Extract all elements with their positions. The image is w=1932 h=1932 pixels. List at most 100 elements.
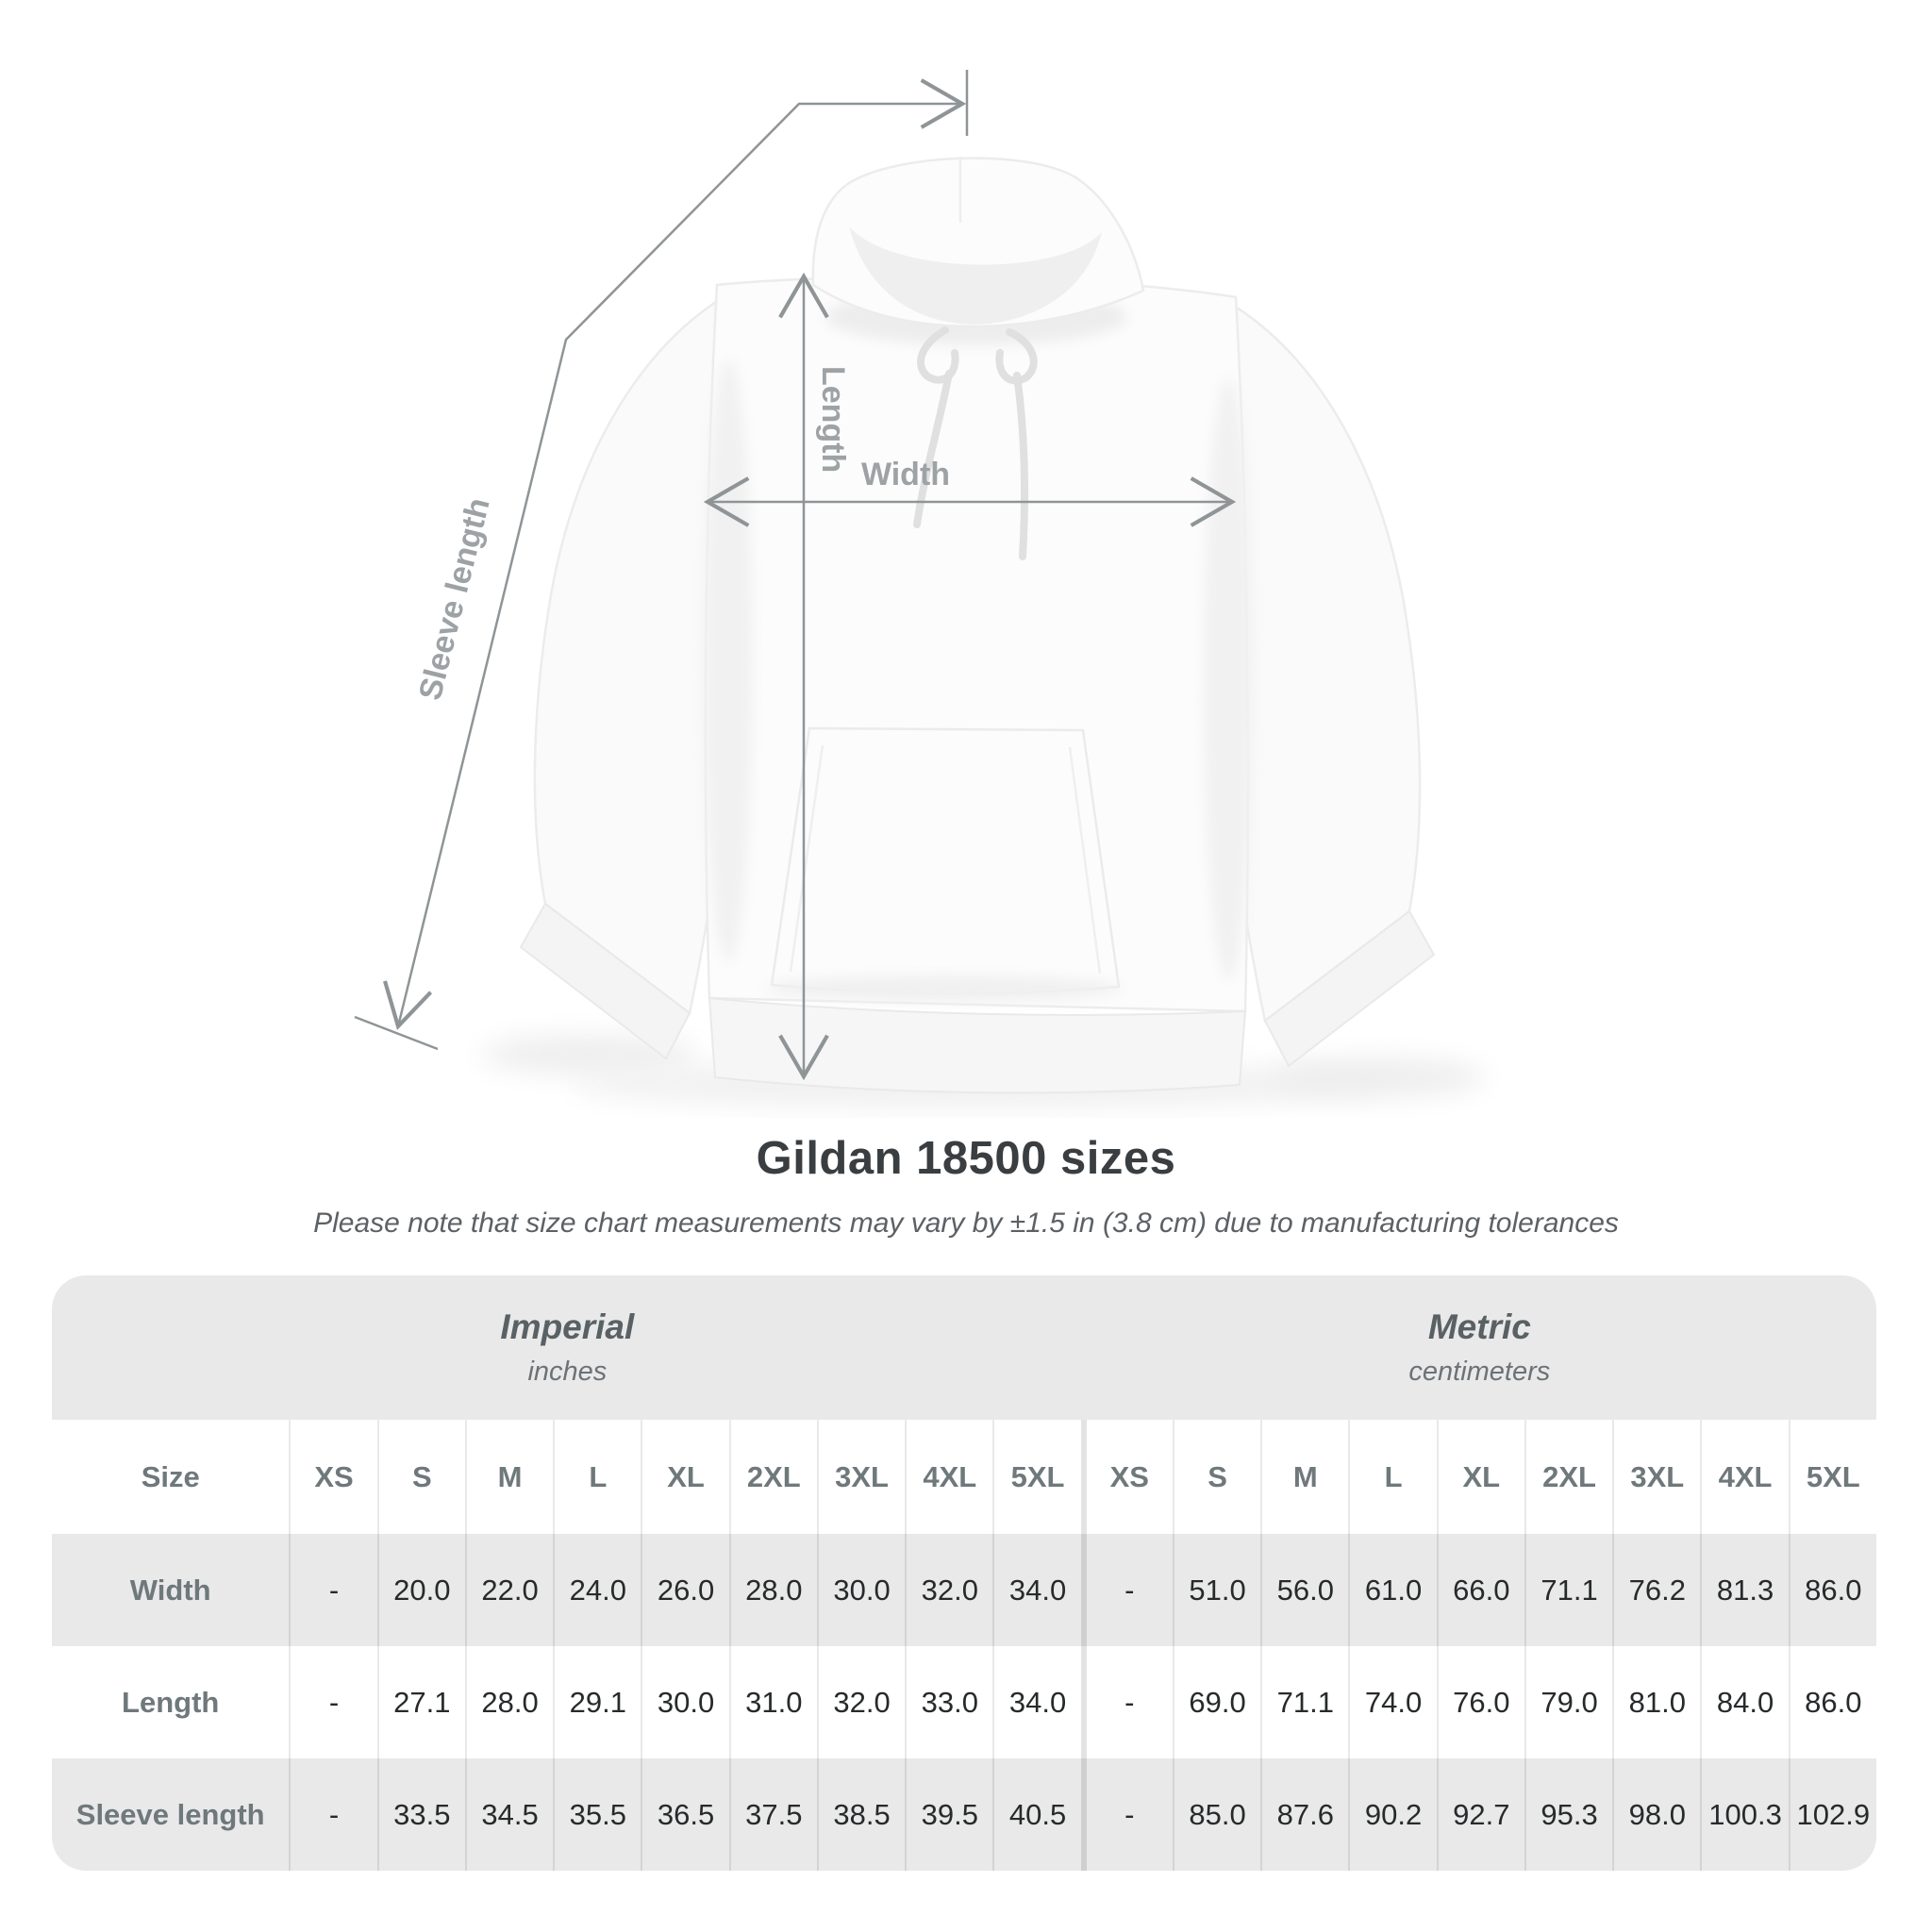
imperial-label: Imperial — [500, 1307, 635, 1346]
size-header-metric-xs: XS — [1080, 1420, 1173, 1534]
cell-width-metric-m: 56.0 — [1260, 1534, 1348, 1646]
cell-width-imperial-m: 22.0 — [464, 1534, 553, 1646]
sleeve-length-arrow — [383, 78, 967, 1031]
size-header-metric-3xl: 3XL — [1612, 1420, 1700, 1534]
cell-length-imperial-2xl: 31.0 — [728, 1646, 817, 1758]
cell-sleeve-length-imperial-2xl: 37.5 — [728, 1758, 817, 1871]
cell-length-imperial-l: 29.1 — [553, 1646, 641, 1758]
cell-sleeve-length-metric-m: 87.6 — [1260, 1758, 1348, 1871]
row-label: Width — [129, 1573, 211, 1607]
row-label: Length — [122, 1685, 220, 1719]
size-header-metric-xl: XL — [1436, 1420, 1524, 1534]
hoodie-image — [481, 157, 1486, 1108]
cell-width-imperial-xl: 26.0 — [641, 1534, 728, 1646]
cell-length-imperial-s: 27.1 — [376, 1646, 465, 1758]
size-header-metric-2xl: 2XL — [1524, 1420, 1612, 1534]
cell-sleeve-length-imperial-xs: - — [289, 1758, 376, 1871]
cell-sleeve-length-metric-4xl: 100.3 — [1700, 1758, 1788, 1871]
cell-width-imperial-xs: - — [289, 1534, 376, 1646]
size-header-imperial-5xl: 5XL — [992, 1420, 1080, 1534]
cell-sleeve-length-metric-s: 85.0 — [1172, 1758, 1260, 1871]
size-header-imperial-s: S — [376, 1420, 465, 1534]
cell-width-imperial-s: 20.0 — [376, 1534, 465, 1646]
cell-sleeve-length-imperial-l: 35.5 — [553, 1758, 641, 1871]
size-header-imperial-3xl: 3XL — [816, 1420, 905, 1534]
size-header-imperial-l: L — [553, 1420, 641, 1534]
cell-sleeve-length-imperial-m: 34.5 — [464, 1758, 553, 1871]
cell-length-imperial-xs: - — [289, 1646, 376, 1758]
size-header-imperial-4xl: 4XL — [905, 1420, 992, 1534]
cell-width-metric-xs: - — [1080, 1534, 1173, 1646]
cell-width-metric-2xl: 71.1 — [1524, 1534, 1612, 1646]
imperial-sublabel: inches — [527, 1357, 608, 1387]
cell-length-imperial-4xl: 33.0 — [905, 1646, 992, 1758]
cell-sleeve-length-metric-2xl: 95.3 — [1524, 1758, 1612, 1871]
cell-length-metric-l: 74.0 — [1348, 1646, 1436, 1758]
cell-width-metric-5xl: 86.0 — [1788, 1534, 1876, 1646]
tolerance-note: Please note that size chart measurements… — [313, 1208, 1619, 1239]
cell-sleeve-length-metric-xs: - — [1080, 1758, 1173, 1871]
imperial-band: Imperial inches — [52, 1275, 1083, 1420]
table-row-2: Sleeve length -33.5 34.5 35.5 36.5 37.5 38.5 39… — [52, 1758, 1876, 1871]
metric-sublabel: centimeters — [1408, 1357, 1551, 1387]
cell-length-metric-3xl: 81.0 — [1612, 1646, 1700, 1758]
cell-width-imperial-2xl: 28.0 — [728, 1534, 817, 1646]
table-row-0: Width -20.0 22.0 24.0 26.0 28.0 30.0 32.0 34.0-5… — [52, 1534, 1876, 1646]
metric-label: Metric — [1427, 1307, 1531, 1346]
cell-width-metric-xl: 66.0 — [1436, 1534, 1524, 1646]
length-label: Length — [815, 366, 851, 473]
size-header-metric-l: L — [1348, 1420, 1436, 1534]
size-header-imperial-xs: XS — [289, 1420, 376, 1534]
size-header-imperial-m: M — [464, 1420, 553, 1534]
cell-length-metric-4xl: 84.0 — [1700, 1646, 1788, 1758]
size-header-metric-s: S — [1172, 1420, 1260, 1534]
cell-sleeve-length-imperial-5xl: 40.5 — [992, 1758, 1080, 1871]
measurement-annotations — [354, 70, 1237, 1081]
cell-sleeve-length-imperial-s: 33.5 — [376, 1758, 465, 1871]
width-label: Width — [861, 457, 950, 492]
hoodie-kangaroo-pocket — [770, 726, 1121, 995]
hoodie-right-cuff — [1263, 909, 1436, 1068]
page-title: Gildan 18500 sizes — [756, 1133, 1176, 1184]
cell-sleeve-length-metric-3xl: 98.0 — [1612, 1758, 1700, 1871]
cell-sleeve-length-imperial-4xl: 39.5 — [905, 1758, 992, 1871]
cell-sleeve-length-imperial-xl: 36.5 — [641, 1758, 728, 1871]
cell-width-imperial-l: 24.0 — [553, 1534, 641, 1646]
row-label: Sleeve length — [75, 1797, 265, 1831]
cell-length-imperial-3xl: 32.0 — [816, 1646, 905, 1758]
size-header-metric-4xl: 4XL — [1700, 1420, 1788, 1534]
hoodie-hem-band — [708, 996, 1247, 1094]
cell-width-metric-4xl: 81.3 — [1700, 1534, 1788, 1646]
cell-length-metric-s: 69.0 — [1172, 1646, 1260, 1758]
cell-sleeve-length-imperial-3xl: 38.5 — [816, 1758, 905, 1871]
cell-length-metric-m: 71.1 — [1260, 1646, 1348, 1758]
cell-sleeve-length-metric-l: 90.2 — [1348, 1758, 1436, 1871]
size-table: Imperial inches Metric centimeters Size X… — [52, 1275, 1876, 1871]
size-column-header: Size — [141, 1459, 200, 1493]
metric-band: Metric centimeters — [1083, 1275, 1876, 1420]
cell-length-metric-xl: 76.0 — [1436, 1646, 1524, 1758]
size-header-imperial-2xl: 2XL — [728, 1420, 817, 1534]
cell-sleeve-length-metric-5xl: 102.9 — [1788, 1758, 1876, 1871]
cell-sleeve-length-metric-xl: 92.7 — [1436, 1758, 1524, 1871]
cell-length-metric-xs: - — [1080, 1646, 1173, 1758]
cell-width-imperial-5xl: 34.0 — [992, 1534, 1080, 1646]
cell-length-metric-5xl: 86.0 — [1788, 1646, 1876, 1758]
cell-width-metric-3xl: 76.2 — [1612, 1534, 1700, 1646]
hoodie-size-diagram: Width Length Sleeve length — [354, 70, 1486, 1108]
cell-width-imperial-4xl: 32.0 — [905, 1534, 992, 1646]
cell-length-imperial-xl: 30.0 — [641, 1646, 728, 1758]
cell-length-imperial-5xl: 34.0 — [992, 1646, 1080, 1758]
cell-length-metric-2xl: 79.0 — [1524, 1646, 1612, 1758]
size-header-imperial-xl: XL — [641, 1420, 728, 1534]
cell-width-imperial-3xl: 30.0 — [816, 1534, 905, 1646]
cell-width-metric-l: 61.0 — [1348, 1534, 1436, 1646]
size-header-metric-5xl: 5XL — [1788, 1420, 1876, 1534]
table-header-row: Size XS S M L XL 2XL 3XL 4XL 5XL XS S M L XL 2XL 3XL 4XL 5… — [52, 1420, 1876, 1534]
cell-width-metric-s: 51.0 — [1172, 1534, 1260, 1646]
cell-length-imperial-m: 28.0 — [464, 1646, 553, 1758]
sleeve-end-tick — [354, 1015, 439, 1051]
size-header-metric-m: M — [1260, 1420, 1348, 1534]
unit-band: Imperial inches Metric centimeters — [52, 1275, 1876, 1420]
